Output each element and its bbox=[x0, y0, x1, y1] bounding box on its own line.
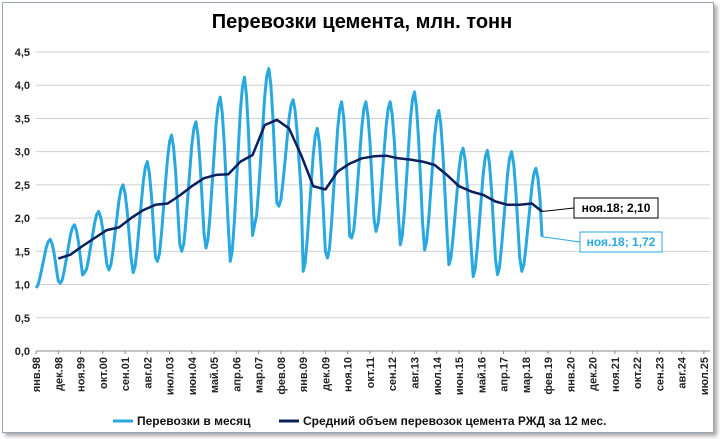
x-tick-label: июл.25 bbox=[699, 357, 711, 395]
y-tick-label: 1,5 bbox=[15, 246, 30, 258]
grid bbox=[36, 51, 710, 352]
annotations: ноя.18; 2,10 ноя.18; 1,72 bbox=[541, 197, 663, 253]
x-tick-label: июл.03 bbox=[165, 357, 177, 395]
x-tick-label: окт.11 bbox=[365, 357, 377, 388]
x-tick-label: мар.07 bbox=[254, 357, 266, 393]
x-axis: янв.98 дек.98 ноя.99 окт.00 сен.01 авг.02 июл.… bbox=[31, 351, 711, 395]
x-tick-label: сен.01 bbox=[120, 357, 132, 391]
x-tick-label: дек.20 bbox=[588, 357, 600, 391]
annotation-box bbox=[573, 197, 659, 219]
x-tick-label: дек.09 bbox=[320, 357, 332, 391]
x-tick-label: авг.13 bbox=[409, 357, 421, 389]
x-tick-label: авг.24 bbox=[677, 356, 689, 389]
x-tick-label: авг.02 bbox=[142, 357, 154, 389]
x-tick-label: июн.04 bbox=[187, 356, 199, 395]
monthly-series-line bbox=[34, 67, 544, 289]
x-tick-label: мар.18 bbox=[521, 357, 533, 393]
x-tick-label: ноя.99 bbox=[76, 357, 88, 392]
y-tick-label: 1,0 bbox=[15, 280, 30, 292]
x-tick-label: апр.17 bbox=[499, 357, 511, 392]
x-tick-label: янв.09 bbox=[298, 357, 310, 392]
y-axis: 0,0 0,5 1,0 1,5 2,0 2,5 3,0 3,5 4,0 4,5 bbox=[15, 47, 30, 358]
y-tick-label: 0,0 bbox=[15, 346, 30, 358]
x-tick-label: янв.20 bbox=[565, 357, 577, 392]
x-tick-label: май.05 bbox=[209, 357, 221, 393]
x-tick-label: июн.15 bbox=[454, 357, 466, 395]
x-tick-label: окт.00 bbox=[98, 357, 110, 389]
y-tick-label: 2,5 bbox=[15, 180, 30, 192]
average-series-line bbox=[57, 118, 543, 260]
annotation-leader bbox=[541, 236, 581, 243]
annotation-leader bbox=[541, 207, 575, 212]
y-tick-label: 3,0 bbox=[15, 147, 30, 159]
x-tick-label: май.16 bbox=[476, 357, 488, 393]
y-tick-label: 3,5 bbox=[15, 113, 30, 125]
y-tick-label: 0,5 bbox=[15, 313, 30, 325]
y-tick-label: 4,5 bbox=[15, 47, 30, 59]
x-tick-label: сен.12 bbox=[387, 357, 399, 391]
legend-label-average: Средний объем перевозок цемента РЖД за 1… bbox=[303, 414, 606, 428]
x-tick-label: окт.22 bbox=[632, 357, 644, 389]
x-tick-label: янв.98 bbox=[31, 357, 43, 392]
x-tick-label: фев.08 bbox=[276, 357, 288, 395]
x-tick-label: дек.98 bbox=[53, 357, 65, 391]
plot-area bbox=[34, 67, 544, 289]
annotation-label: ноя.18; 2,10 bbox=[582, 201, 651, 215]
x-tick-label: фев.19 bbox=[543, 357, 555, 395]
chart-title: Перевозки цемента, млн. тонн bbox=[212, 11, 512, 33]
x-tick-label: июл.14 bbox=[432, 356, 444, 395]
legend: Перевозки в месяц Средний объем перевозок… bbox=[113, 414, 606, 428]
x-tick-label: ноя.21 bbox=[610, 357, 622, 392]
annotation-label: ноя.18; 1,72 bbox=[587, 235, 656, 249]
x-tick-label: ноя.10 bbox=[343, 357, 355, 392]
x-tick-label: сен.23 bbox=[654, 357, 666, 391]
y-tick-label: 2,0 bbox=[15, 213, 30, 225]
annotation-box bbox=[579, 231, 663, 253]
legend-label-monthly: Перевозки в месяц bbox=[137, 414, 251, 428]
x-tick-label: апр.06 bbox=[231, 357, 243, 392]
y-tick-label: 4,0 bbox=[15, 80, 30, 92]
